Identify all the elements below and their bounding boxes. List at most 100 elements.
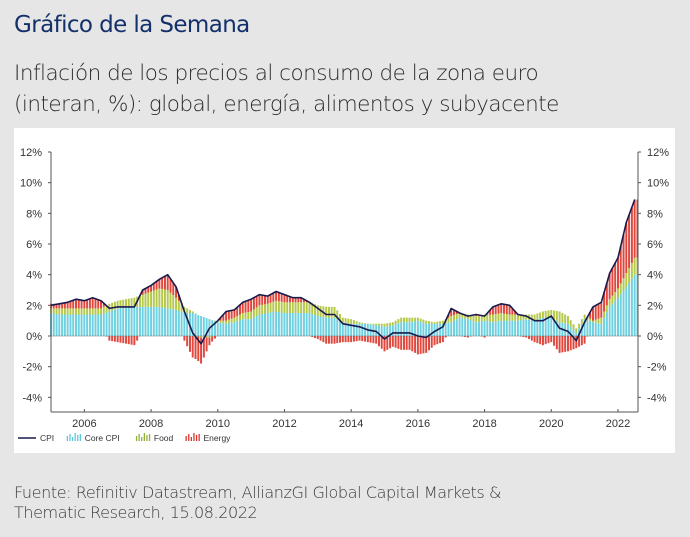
y-tick-label-left: 12% bbox=[20, 147, 42, 159]
bar-core bbox=[411, 321, 414, 336]
bar-food bbox=[222, 320, 225, 324]
bar-energy bbox=[375, 336, 378, 344]
bar-core bbox=[475, 322, 478, 336]
bar-energy bbox=[244, 301, 247, 313]
bar-core bbox=[450, 322, 453, 336]
bar-core bbox=[147, 306, 150, 336]
bar-core bbox=[175, 309, 178, 336]
bar-core bbox=[600, 323, 603, 336]
bar-core bbox=[336, 319, 339, 336]
bar-energy bbox=[366, 336, 369, 343]
bar-food bbox=[58, 308, 61, 315]
bar-energy bbox=[289, 296, 292, 303]
bar-food bbox=[94, 308, 97, 315]
bar-core bbox=[319, 316, 322, 336]
bar-core bbox=[180, 311, 183, 336]
bar-core bbox=[555, 320, 558, 336]
bar-core bbox=[491, 322, 494, 336]
legend-item-energy: Energy bbox=[185, 433, 231, 443]
bar-energy bbox=[136, 336, 139, 341]
bar-food bbox=[264, 304, 267, 314]
bar-energy bbox=[294, 297, 297, 303]
bar-core bbox=[425, 323, 428, 336]
bar-core bbox=[144, 306, 147, 336]
bar-food bbox=[439, 321, 442, 324]
legend-swatch-bar bbox=[188, 434, 190, 441]
legend-swatch-bar bbox=[71, 437, 74, 441]
source-note: Fuente: Refinitiv Datastream, AllianzGI … bbox=[14, 483, 502, 523]
bar-food bbox=[83, 308, 86, 315]
bar-energy bbox=[489, 309, 492, 315]
bar-core bbox=[386, 326, 389, 336]
bar-food bbox=[572, 324, 575, 330]
bar-energy bbox=[88, 298, 91, 309]
bar-energy bbox=[600, 302, 603, 318]
bar-energy bbox=[186, 336, 189, 347]
bar-core bbox=[302, 313, 305, 336]
bar-food bbox=[564, 314, 567, 324]
bar-energy bbox=[302, 299, 305, 303]
bar-energy bbox=[69, 301, 72, 309]
bar-food bbox=[372, 323, 375, 325]
bar-energy bbox=[575, 336, 578, 349]
bar-core bbox=[614, 300, 617, 336]
bar-energy bbox=[444, 336, 447, 338]
bar-core bbox=[591, 322, 594, 336]
bar-energy bbox=[352, 336, 355, 342]
bar-core bbox=[447, 322, 450, 336]
bar-core bbox=[494, 321, 497, 336]
bar-core bbox=[458, 317, 461, 336]
bar-energy bbox=[464, 336, 467, 338]
bar-energy bbox=[525, 336, 528, 338]
bar-core bbox=[152, 306, 155, 336]
y-tick-label-right: 4% bbox=[647, 270, 663, 282]
bar-food bbox=[616, 288, 619, 298]
bar-energy bbox=[314, 336, 317, 339]
bar-energy bbox=[544, 336, 547, 345]
axes-layer: 12% 12% 10% 10% 8% 8% 6% 6% 4% 4% 2% 2% 0% 0% -2% -2% -4… bbox=[20, 147, 669, 430]
bar-food bbox=[636, 257, 639, 275]
bar-food bbox=[202, 336, 205, 338]
bar-food bbox=[102, 306, 105, 314]
bar-core bbox=[125, 306, 128, 336]
bar-energy bbox=[333, 336, 336, 344]
bar-food bbox=[361, 322, 364, 324]
bar-food bbox=[358, 322, 361, 324]
bar-food bbox=[425, 320, 428, 324]
bar-energy bbox=[400, 336, 403, 350]
bar-energy bbox=[66, 302, 69, 309]
bar-food bbox=[238, 314, 241, 321]
bar-food bbox=[447, 317, 450, 323]
bar-food bbox=[233, 317, 236, 323]
bar-energy bbox=[330, 336, 333, 344]
bar-energy bbox=[61, 303, 64, 309]
bar-core bbox=[150, 306, 153, 336]
bar-energy bbox=[316, 336, 319, 340]
bar-core bbox=[244, 319, 247, 336]
bar-core bbox=[569, 326, 572, 336]
bar-food bbox=[430, 321, 433, 324]
bar-core bbox=[155, 306, 158, 336]
bar-food bbox=[622, 278, 625, 291]
bar-food bbox=[130, 298, 133, 307]
bar-core bbox=[166, 308, 169, 336]
bar-core bbox=[163, 307, 166, 336]
bar-food bbox=[469, 315, 472, 321]
bar-food bbox=[578, 323, 581, 329]
bar-energy bbox=[291, 297, 294, 303]
bar-core bbox=[330, 317, 333, 336]
bar-food bbox=[244, 312, 247, 320]
bar-energy bbox=[427, 336, 430, 351]
bar-food bbox=[302, 302, 305, 313]
bar-food bbox=[325, 306, 328, 318]
bar-energy bbox=[327, 336, 330, 344]
bar-energy bbox=[514, 311, 517, 315]
bar-energy bbox=[453, 309, 456, 316]
bar-food bbox=[483, 314, 486, 321]
bar-food bbox=[455, 314, 458, 320]
bar-energy bbox=[405, 336, 408, 350]
bar-food bbox=[280, 301, 283, 313]
bar-food bbox=[505, 314, 508, 321]
bar-energy bbox=[441, 336, 444, 343]
bar-energy bbox=[177, 295, 180, 301]
